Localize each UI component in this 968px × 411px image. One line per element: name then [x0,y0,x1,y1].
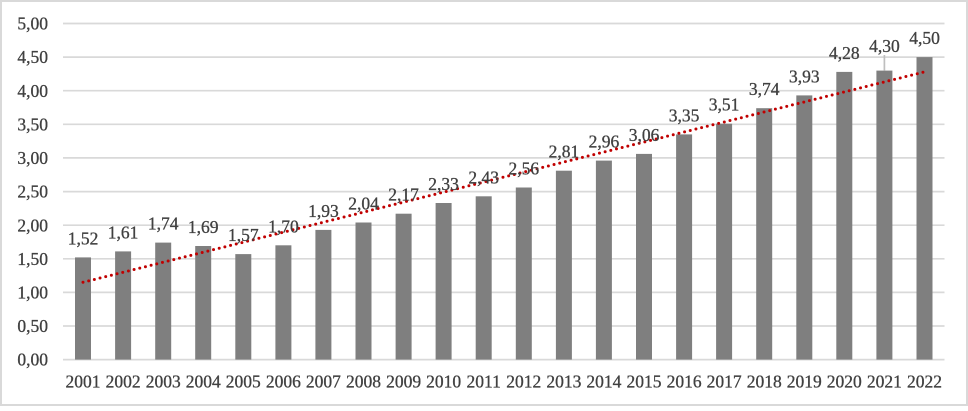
svg-text:2015: 2015 [627,372,662,392]
svg-text:2004: 2004 [186,372,221,392]
svg-text:1,61: 1,61 [108,222,139,242]
svg-text:2,00: 2,00 [17,215,48,235]
svg-text:4,50: 4,50 [909,28,940,48]
svg-text:2001: 2001 [66,372,101,392]
svg-text:2,17: 2,17 [388,185,419,205]
svg-text:2007: 2007 [306,372,341,392]
svg-text:2,50: 2,50 [17,182,48,202]
svg-text:3,35: 3,35 [669,105,700,125]
svg-text:2022: 2022 [907,372,942,392]
svg-text:2009: 2009 [386,372,421,392]
svg-text:1,93: 1,93 [308,201,339,221]
svg-text:2013: 2013 [546,372,581,392]
svg-text:2016: 2016 [667,372,702,392]
svg-text:2,81: 2,81 [549,142,580,162]
svg-text:0,00: 0,00 [17,350,48,370]
svg-text:1,74: 1,74 [148,214,179,234]
svg-text:2006: 2006 [266,372,301,392]
svg-text:2019: 2019 [787,372,822,392]
svg-text:3,74: 3,74 [749,79,780,99]
svg-text:3,06: 3,06 [629,125,660,145]
svg-text:2020: 2020 [827,372,862,392]
svg-text:2010: 2010 [426,372,461,392]
svg-text:3,00: 3,00 [17,148,48,168]
svg-text:3,50: 3,50 [17,114,48,134]
svg-text:2005: 2005 [226,372,261,392]
svg-text:1,52: 1,52 [68,228,99,248]
svg-text:2,43: 2,43 [468,167,499,187]
svg-text:2012: 2012 [506,372,541,392]
svg-text:2,56: 2,56 [508,159,539,179]
svg-text:2014: 2014 [586,372,621,392]
svg-text:1,00: 1,00 [17,283,48,303]
svg-text:1,57: 1,57 [228,225,259,245]
svg-text:2,96: 2,96 [589,132,620,152]
svg-text:1,50: 1,50 [17,249,48,269]
svg-text:3,93: 3,93 [789,66,820,86]
svg-text:1,69: 1,69 [188,217,219,237]
svg-text:3,51: 3,51 [709,95,740,115]
svg-text:2018: 2018 [747,372,782,392]
svg-text:4,30: 4,30 [869,36,900,56]
svg-text:2,33: 2,33 [428,174,459,194]
svg-text:0,50: 0,50 [17,316,48,336]
svg-text:4,00: 4,00 [17,81,48,101]
svg-text:1,70: 1,70 [268,216,299,236]
svg-text:2017: 2017 [707,372,742,392]
svg-text:2011: 2011 [467,372,501,392]
svg-text:4,50: 4,50 [17,47,48,67]
svg-text:2003: 2003 [146,372,181,392]
svg-text:2008: 2008 [346,372,381,392]
svg-text:4,28: 4,28 [829,43,860,63]
svg-text:2021: 2021 [867,372,902,392]
svg-text:2,04: 2,04 [348,194,379,214]
svg-text:2002: 2002 [106,372,141,392]
svg-text:5,00: 5,00 [17,14,48,34]
